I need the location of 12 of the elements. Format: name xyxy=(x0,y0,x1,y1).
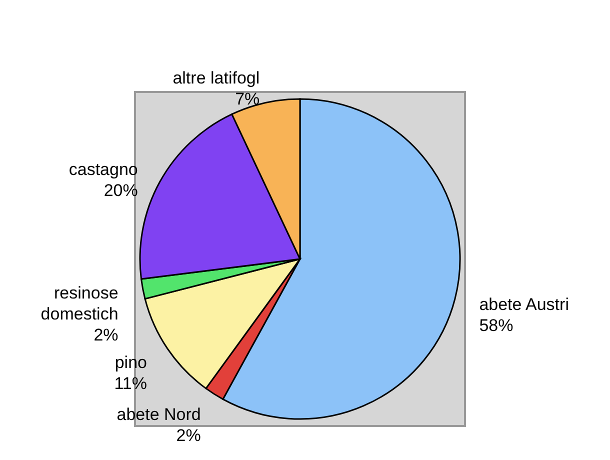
data-label: 20% xyxy=(104,180,138,200)
data-label: 11% xyxy=(114,374,147,393)
slice-label: abete Austri xyxy=(479,295,569,314)
data-label: 7% xyxy=(235,89,260,108)
data-label: 2% xyxy=(94,326,118,345)
data-label: 58% xyxy=(479,316,514,336)
slice-label: abete Nord xyxy=(116,405,201,424)
slice-label: castagno xyxy=(68,160,138,179)
slice-label: resinose domestich xyxy=(40,284,118,324)
slice-label: pino xyxy=(114,352,147,372)
slice-label: altre latifogl xyxy=(172,68,260,88)
data-label: 2% xyxy=(176,426,201,446)
